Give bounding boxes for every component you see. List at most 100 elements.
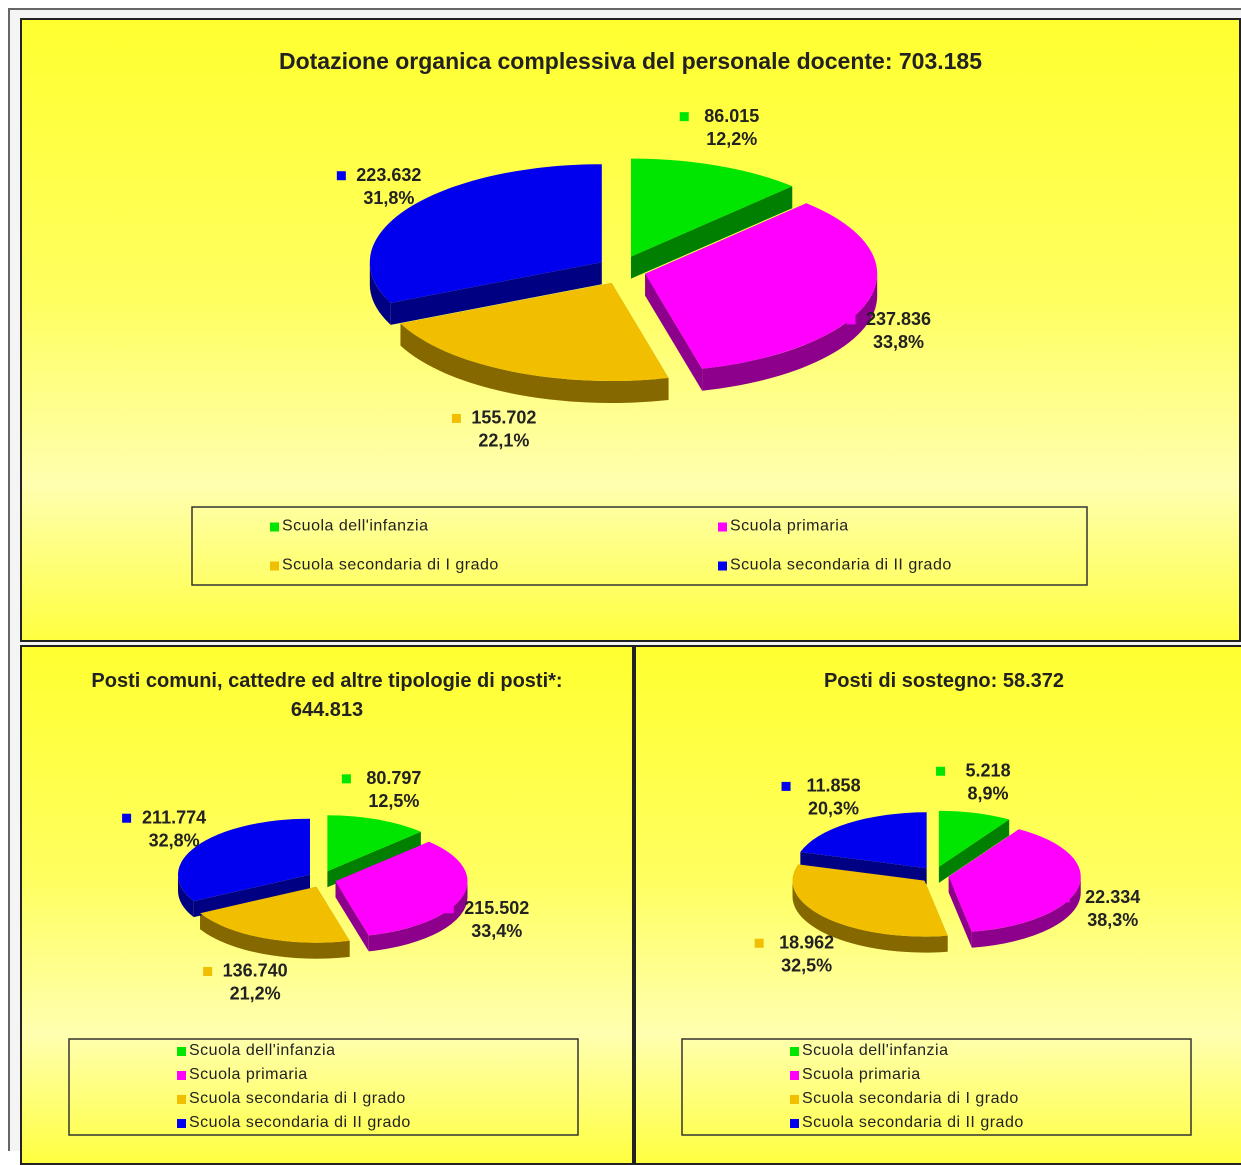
legend-swatch [718,561,727,571]
chart: 80.797 12,5% 215.502 33,4% 136.740 21,2% 211.7… [68,768,579,1136]
value-label: 237.836 [866,309,931,329]
slice-side [948,876,972,948]
value-label: 223.632 [356,165,421,185]
label-swatch [341,774,351,784]
legend-label: Scuola secondaria di II grado [730,557,952,574]
slice [400,282,669,381]
legend-label: Scuola primaria [802,1066,921,1083]
slice-side [390,262,602,325]
legend-label: Scuola primaria [189,1066,308,1083]
legend-swatch [177,1071,186,1080]
panel: Dotazione organica complessiva del perso… [20,18,1241,642]
value-label: 18.962 [779,932,834,952]
percent-label: 33,8% [873,332,924,352]
value-label: 155.702 [471,408,536,428]
value-label: 215.502 [464,898,529,918]
label-swatch [679,112,689,122]
slice-side [630,186,793,279]
label-swatch [444,904,454,914]
slice [948,829,1081,932]
slice-side [368,881,468,952]
legend-box [191,506,1088,586]
legend-box [68,1038,579,1136]
label-swatch [936,766,946,776]
label-swatch [203,966,213,976]
label-swatch [781,781,791,791]
slice-side [193,874,310,918]
legend-label: Scuola primaria [730,518,849,535]
slice-side [800,852,927,885]
label-swatch [1060,893,1070,903]
legend-swatch [790,1047,799,1056]
legend-label: Scuola secondaria di I grado [189,1090,406,1107]
percent-label: 12,2% [706,129,757,149]
panel: Posti comuni, cattedre ed altre tipologi… [20,645,634,1165]
slice [645,203,878,369]
legend-swatch [177,1119,186,1128]
percent-label: 21,2% [230,984,281,1004]
legend-label: Scuola dell'infanzia [282,518,428,535]
slice-side [971,876,1081,948]
legend-swatch [177,1095,186,1104]
slice [938,810,1010,867]
percent-label: 33,4% [471,921,522,941]
slice [327,815,421,872]
chart-title: Posti di sostegno: 58.372 [823,670,1065,692]
slice-side [327,831,421,888]
slice-side [702,273,878,391]
legend-swatch [790,1095,799,1104]
slice-side [177,874,194,918]
slice [792,864,948,937]
chart: 86.015 12,2% 237.836 33,8% 155.702 22,1% 223.6… [191,106,1088,586]
slice-side [645,273,703,391]
percent-label: 31,8% [363,188,414,208]
legend-label: Scuola dell'infanzia [802,1042,948,1059]
percent-label: 32,8% [149,830,200,850]
slice [800,812,927,869]
value-label: 86.015 [704,106,759,126]
legend-box [681,1038,1192,1136]
slice-side [938,819,1010,883]
chart-title: Dotazione organica complessiva del perso… [278,48,983,74]
label-swatch [336,171,346,181]
slice [630,158,793,257]
legend-label: Scuola dell'infanzia [189,1042,335,1059]
slice-side [369,262,391,325]
slice-side [792,880,948,953]
label-swatch [754,938,764,948]
legend-label: Scuola secondaria di I grado [282,557,499,574]
value-label: 211.774 [142,807,206,827]
legend-swatch [790,1071,799,1080]
value-label: 5.218 [966,761,1011,781]
slice-side [400,323,669,403]
slice [200,886,350,943]
slice [177,818,310,902]
value-label: 11.858 [807,776,861,796]
legend-swatch [270,522,279,532]
value-label: 80.797 [366,768,421,788]
value-label: 136.740 [223,961,288,981]
legend-label: Scuola secondaria di II grado [189,1114,411,1131]
slice-side [335,881,369,952]
percent-label: 20,3% [808,799,859,819]
percent-label: 32,5% [781,955,832,975]
label-swatch [451,413,461,423]
percent-label: 12,5% [368,791,419,811]
label-swatch [846,315,856,325]
percent-label: 22,1% [478,431,529,451]
panel: Posti di sostegno: 58.372 5.218 8,9% 22.33… [634,645,1241,1165]
slice [369,164,602,303]
value-label: 22.334 [1085,887,1140,907]
legend-label: Scuola secondaria di II grado [802,1114,1024,1131]
chart-title: Posti comuni, cattedre ed altre tipologi… [91,670,563,721]
legend-swatch [177,1047,186,1056]
legend-swatch [270,561,279,571]
legend-label: Scuola secondaria di I grado [802,1090,1019,1107]
slice-side [200,913,350,959]
percent-label: 8,9% [968,784,1009,804]
legend-swatch [790,1119,799,1128]
label-swatch [122,813,132,823]
slice [335,841,468,936]
legend-swatch [718,522,727,532]
